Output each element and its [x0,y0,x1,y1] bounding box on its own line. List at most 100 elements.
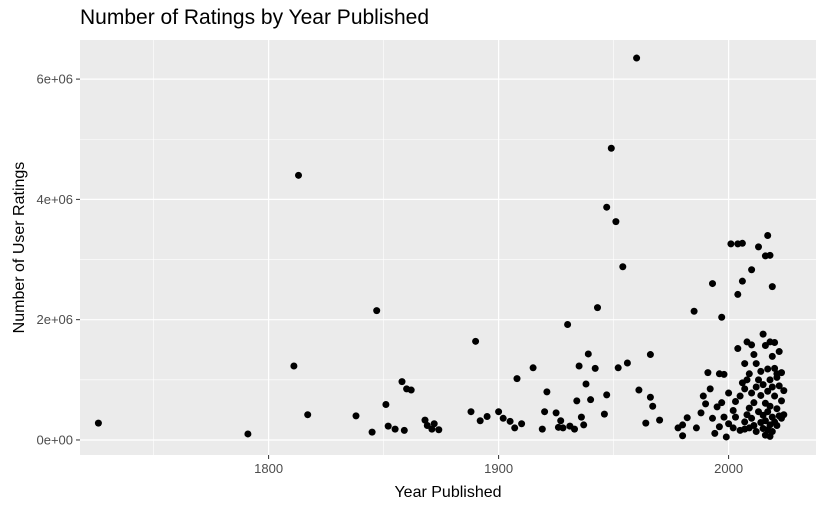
data-point [752,428,760,436]
data-point [732,397,739,405]
data-point [738,239,746,247]
data-point [748,389,756,397]
chart-title: Number of Ratings by Year Published [80,6,430,29]
data-point [541,408,549,416]
data-point [764,231,772,239]
data-point [773,422,781,430]
data-point [398,378,406,386]
data-point [750,351,758,359]
data-point [607,144,615,152]
data-point [780,411,788,419]
data-point [642,419,650,427]
data-point [764,408,772,416]
data-point [587,396,595,404]
data-point [368,428,376,436]
data-point [295,171,302,179]
data-point [768,352,776,360]
data-point [428,425,436,433]
x-axis-title: Year Published [394,484,501,501]
data-point [619,263,627,271]
data-point [633,54,641,62]
data-point [683,414,691,422]
major-gridlines [80,40,816,455]
data-point [421,416,429,424]
data-point [734,290,742,298]
data-point [582,380,590,388]
data-point [768,283,776,291]
data-point [646,393,654,401]
data-point [435,426,443,434]
minor-gridlines [80,40,816,455]
data-point [594,304,601,312]
y-tick-label: 6e+06 [36,72,73,87]
data-point [752,383,760,391]
data-point [768,428,776,436]
data-point [692,424,700,432]
data-point [741,360,749,368]
data-point [771,364,779,372]
data-point [748,341,756,349]
data-point [771,392,779,400]
data-point [725,420,733,428]
data-point [766,376,774,384]
data-point [761,417,769,425]
x-tick-label: 1800 [254,461,283,476]
data-point [699,392,707,400]
data-point [384,422,392,430]
data-point [290,362,298,370]
y-tick-label: 2e+06 [36,312,73,327]
data-point [725,389,733,397]
data-point [511,424,519,432]
data-point [766,251,774,259]
data-point [768,383,776,391]
data-point [646,351,654,359]
y-axis: 0e+00 2e+06 4e+06 6e+06 [36,72,80,447]
x-tick-label: 2000 [714,461,743,476]
data-point [614,364,622,372]
data-point [734,345,742,353]
data-point [745,370,753,378]
data-point [706,385,714,393]
data-point [727,240,735,248]
data-point [750,422,758,430]
data-point [571,425,578,433]
data-point [748,266,756,274]
data-point [738,277,746,285]
data-point [559,424,567,432]
data-point [352,412,360,420]
data-point [600,410,608,418]
data-point [575,362,583,370]
data-point [649,402,657,410]
data-point [757,391,765,399]
data-point [407,386,415,394]
data-point [722,433,730,441]
data-point [679,421,687,429]
data-point [584,350,592,358]
data-point [718,399,726,407]
data-point [603,391,611,399]
data-point [755,376,762,384]
data-point [304,411,312,419]
data-point [773,405,781,413]
data-point [752,360,760,368]
data-point [623,359,631,367]
data-point [741,385,749,393]
data-point [715,423,723,431]
data-point [591,364,599,372]
data-point [612,218,620,226]
data-point [513,375,521,383]
data-point [538,425,546,433]
data-point [743,376,751,384]
data-point [775,382,783,390]
plot-panel [80,40,816,455]
data-point [382,400,390,408]
data-point [757,367,765,375]
y-tick-label: 4e+06 [36,192,73,207]
data-point [780,387,788,395]
data-points [94,54,788,441]
data-point [709,280,716,288]
data-point [506,417,514,425]
data-point [656,416,664,424]
data-point [495,408,503,416]
